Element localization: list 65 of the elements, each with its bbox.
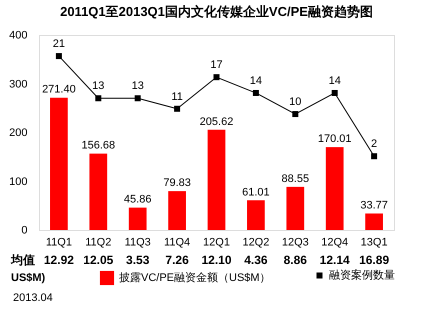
text: US$M) bbox=[11, 272, 46, 284]
bar bbox=[365, 214, 383, 230]
data-label: 156.68 bbox=[81, 140, 116, 152]
bar bbox=[208, 130, 226, 230]
x-tick-label: 12Q4 bbox=[321, 236, 348, 248]
legend-label: 披露VC/PE融资金额（US$M） bbox=[119, 271, 271, 284]
data-label: 45.86 bbox=[124, 194, 152, 206]
text: 均值 bbox=[10, 253, 35, 267]
y-tick-label: 100 bbox=[9, 176, 28, 188]
x-tick-label: 13Q1 bbox=[360, 236, 388, 248]
y-tick-label: 300 bbox=[9, 78, 28, 90]
bar bbox=[247, 200, 265, 230]
point bbox=[56, 53, 62, 60]
x-tick-label: 12Q3 bbox=[282, 236, 309, 248]
data-label: 79.83 bbox=[163, 177, 191, 190]
x-tick-label: 11Q1 bbox=[46, 236, 72, 248]
y-tick-label: 400 bbox=[9, 30, 28, 42]
point bbox=[174, 106, 180, 112]
data-label: 33.77 bbox=[360, 200, 388, 212]
text: 12.10 bbox=[201, 253, 232, 267]
point bbox=[134, 95, 141, 102]
data-label: 271.40 bbox=[42, 84, 76, 96]
x-tick-label: 11Q2 bbox=[85, 236, 112, 248]
y-tick-label: 0 bbox=[21, 224, 28, 236]
bar bbox=[286, 186, 304, 230]
data-label: 14 bbox=[250, 74, 262, 87]
point bbox=[252, 90, 259, 96]
legend-label: 融资案例数量 bbox=[329, 268, 395, 282]
data-label: 88.55 bbox=[282, 172, 310, 185]
x-tick-label: 12Q1 bbox=[203, 236, 230, 248]
chart-title: 2011Q1至2013Q1国内文化传媒企业VC/PE融资趋势图 bbox=[60, 4, 373, 19]
data-label: 21 bbox=[52, 38, 66, 50]
point bbox=[214, 74, 220, 80]
data-label: 14 bbox=[328, 74, 341, 87]
point bbox=[371, 153, 378, 160]
data-label: 2 bbox=[371, 138, 378, 150]
text: 12.05 bbox=[83, 253, 114, 267]
text: 12.92 bbox=[44, 253, 74, 267]
data-label: 13 bbox=[92, 80, 104, 92]
bar bbox=[168, 191, 186, 230]
point bbox=[292, 111, 298, 118]
x-tick-label: 11Q3 bbox=[124, 236, 151, 248]
point bbox=[95, 95, 102, 102]
text: 7.26 bbox=[165, 253, 190, 267]
bar bbox=[89, 154, 108, 230]
text: 12.14 bbox=[320, 253, 350, 267]
text: 16.89 bbox=[359, 253, 390, 267]
data-label: 170.01 bbox=[318, 133, 352, 146]
data-label: 13 bbox=[132, 80, 144, 92]
bar bbox=[50, 98, 68, 230]
data-label: 10 bbox=[289, 96, 302, 108]
data-label: 61.01 bbox=[242, 186, 270, 198]
point bbox=[332, 90, 338, 96]
text: 8.86 bbox=[284, 253, 308, 267]
text: 4.36 bbox=[244, 253, 268, 267]
data-label: 11 bbox=[171, 90, 183, 103]
y-tick-label: 200 bbox=[9, 127, 28, 139]
x-tick-label: 11Q4 bbox=[164, 236, 190, 248]
data-label: 205.62 bbox=[200, 116, 234, 128]
data-label: 17 bbox=[210, 59, 223, 72]
text: 2013.04 bbox=[13, 292, 53, 304]
bar bbox=[326, 147, 344, 230]
text: 3.53 bbox=[126, 253, 150, 267]
bar bbox=[128, 208, 147, 230]
x-tick-label: 12Q2 bbox=[242, 236, 270, 248]
